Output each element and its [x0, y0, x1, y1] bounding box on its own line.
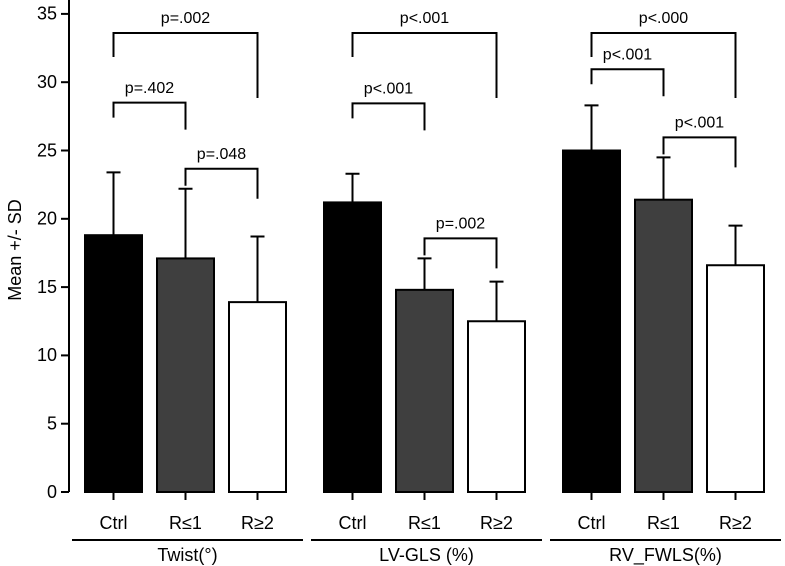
y-tick-label: 20 [37, 209, 57, 229]
bar [562, 149, 621, 493]
p-value: p<.001 [364, 81, 413, 98]
p-value: p<.001 [603, 46, 652, 63]
y-tick-label: 35 [37, 4, 57, 24]
x-tick-label: R≥2 [241, 513, 274, 533]
bar [323, 201, 382, 494]
error-bar [106, 171, 121, 236]
p-value: p=.002 [161, 10, 210, 27]
significance-bracket [590, 32, 737, 98]
y-tick-label: 5 [47, 413, 57, 433]
bar [228, 301, 287, 493]
p-value: p<.001 [675, 115, 724, 132]
p-value: p=.002 [436, 216, 485, 233]
group-label: LV-GLS (%) [379, 545, 474, 565]
error-bar [728, 224, 743, 266]
y-axis-label: Mean +/- SD [5, 199, 25, 301]
x-tick-label: Ctrl [339, 513, 367, 533]
x-tick-label: R≥2 [719, 513, 752, 533]
significance-bracket [662, 136, 737, 168]
x-tick-label: Ctrl [578, 513, 606, 533]
significance-bracket [112, 32, 259, 98]
p-value: p=.402 [125, 80, 174, 97]
error-bar [417, 257, 432, 290]
significance-bracket [590, 68, 665, 97]
bar [156, 257, 215, 493]
error-bar [178, 187, 193, 259]
x-tick-label: R≤1 [169, 513, 202, 533]
error-bar [345, 172, 360, 203]
significance-bracket [112, 101, 187, 130]
error-bar [489, 280, 504, 322]
x-tick-label: R≥2 [480, 513, 513, 533]
y-tick-label: 0 [47, 482, 57, 502]
x-tick-label: R≤1 [647, 513, 680, 533]
group-label: RV_FWLS(%) [609, 545, 722, 566]
error-bar [656, 156, 671, 200]
p-value: p<.001 [400, 10, 449, 27]
significance-bracket [351, 102, 426, 131]
significance-bracket [351, 32, 498, 98]
error-bar [250, 235, 265, 303]
bar [467, 320, 526, 493]
significance-bracket [423, 237, 498, 269]
group-label: Twist(°) [157, 545, 217, 565]
x-tick-label: R≤1 [408, 513, 441, 533]
bar [395, 288, 454, 493]
p-value: p=.048 [197, 146, 246, 163]
y-tick-label: 25 [37, 140, 57, 160]
significance-bracket [184, 167, 259, 199]
error-bar [584, 104, 599, 151]
x-tick-label: Ctrl [100, 513, 128, 533]
p-value: p<.000 [639, 10, 688, 27]
bar [634, 198, 693, 493]
y-tick-label: 15 [37, 277, 57, 297]
y-tick-label: 10 [37, 345, 57, 365]
bar [84, 234, 143, 494]
y-tick-label: 30 [37, 72, 57, 92]
bar [706, 264, 765, 493]
